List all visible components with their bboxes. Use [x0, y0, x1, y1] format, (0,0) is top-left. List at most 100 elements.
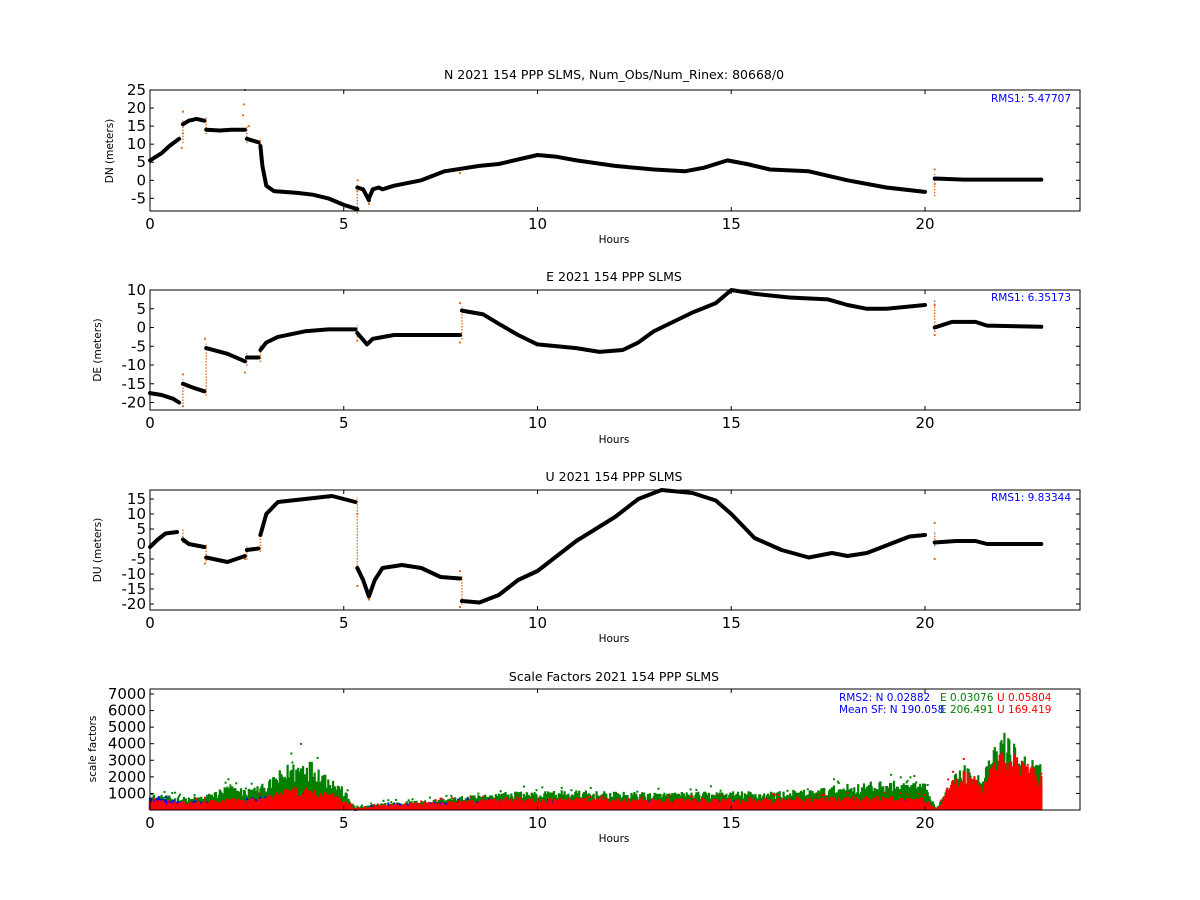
outlier-point: [181, 373, 184, 376]
sf-point: [171, 791, 174, 794]
sf-point: [157, 796, 160, 799]
y-tick-label: -10: [122, 356, 147, 374]
sf-point: [466, 797, 469, 800]
sf-point: [178, 795, 181, 798]
panel-north: N 2021 154 PPP SLMS, Num_Obs/Num_Rinex: …: [104, 67, 1081, 246]
plot-area-3: [148, 732, 1043, 811]
y-tick-label: 7000: [108, 685, 146, 703]
y-tick-label: 0: [136, 171, 146, 189]
position-track: [932, 539, 1044, 546]
sf-point: [636, 790, 639, 793]
sf-point: [522, 785, 525, 788]
outlier-point: [356, 339, 359, 342]
y-tick-label: -5: [131, 337, 146, 355]
sf-point: [250, 782, 253, 785]
x-tick-label: 10: [528, 814, 547, 832]
position-track: [204, 346, 247, 364]
sf-point: [164, 796, 167, 799]
sf-point: [913, 775, 916, 778]
sf-meansf-label: Mean SF: N 190.058: [839, 704, 944, 716]
outlier-point: [933, 522, 936, 524]
y-tick-label: 15: [127, 117, 146, 135]
sf-point: [823, 793, 826, 796]
sf-point: [668, 794, 671, 797]
y-tick-label: 10: [127, 505, 146, 523]
sf-point: [482, 795, 485, 798]
sf-point: [376, 803, 379, 806]
sf-point: [254, 798, 257, 801]
position-track: [180, 381, 207, 394]
panel-up: U 2021 154 PPP SLMS Hours DU (meters) RM…: [92, 469, 1081, 645]
sf-point: [846, 792, 849, 795]
x-tick-label: 20: [915, 614, 934, 632]
sf-point: [224, 781, 227, 784]
outlier-point: [459, 172, 461, 175]
x-tick-label: 15: [722, 614, 741, 632]
sf-point: [193, 794, 196, 797]
outlier-point: [243, 371, 246, 374]
position-track: [148, 391, 182, 405]
sf-point: [899, 792, 902, 795]
sf-point: [990, 765, 993, 768]
sf-point: [773, 793, 776, 796]
sf-point: [818, 794, 821, 797]
sf-point: [952, 770, 955, 773]
panel-up-ylabel: DU (meters): [92, 518, 104, 582]
panel-east-title: E 2021 154 PPP SLMS: [546, 269, 682, 284]
y-tick-label: 5: [136, 520, 146, 538]
sf-point: [300, 742, 303, 745]
sf-point: [195, 798, 198, 801]
position-track: [244, 546, 261, 552]
sf-point: [407, 799, 410, 802]
panel-scale-factors: Scale Factors 2021 154 PPP SLMS Hours sc…: [87, 669, 1081, 845]
sf-point: [244, 787, 247, 790]
panel-up-rms: RMS1: 9.83344: [991, 492, 1071, 504]
sf-point: [204, 796, 207, 799]
sf-point: [884, 791, 887, 794]
x-tick-label: 5: [339, 814, 349, 832]
position-track: [932, 176, 1044, 182]
y-tick-label: -20: [122, 394, 147, 412]
sf-meansf-e: E 206.491: [940, 704, 993, 716]
outlier-point: [243, 558, 246, 560]
outlier-point: [367, 598, 370, 601]
position-track: [148, 530, 180, 549]
sf-point: [915, 781, 918, 784]
x-tick-label: 20: [915, 414, 934, 432]
position-track: [258, 144, 360, 212]
y-tick-label: 10: [127, 281, 146, 299]
sf-point: [291, 761, 294, 764]
x-tick-label: 15: [722, 215, 741, 233]
sf-point: [356, 807, 359, 810]
sf-point: [150, 793, 153, 796]
sf-point: [701, 797, 704, 800]
sf-point: [370, 805, 373, 808]
axes-frame: [149, 688, 1081, 811]
plot-area-2: [148, 488, 1044, 608]
sf-point: [516, 796, 519, 799]
position-track: [204, 127, 247, 133]
y-tick-label: 25: [127, 81, 146, 99]
x-tick-label: 10: [528, 614, 547, 632]
sf-point: [450, 794, 453, 797]
position-track: [244, 136, 261, 145]
sf-point: [346, 789, 349, 792]
y-tick-label: -10: [122, 565, 147, 583]
sf-point: [600, 797, 603, 800]
y-tick-label: 15: [127, 490, 146, 508]
sf-point: [457, 798, 460, 801]
plot-area-0: [148, 89, 1044, 214]
outlier-point: [356, 179, 359, 182]
outlier-point: [459, 570, 461, 572]
sf-meansf-u: U 169.419: [997, 704, 1051, 716]
y-tick-label: -5: [131, 550, 146, 568]
sf-point: [695, 788, 698, 791]
sf-point: [382, 799, 385, 802]
y-tick-label: 4000: [108, 735, 146, 753]
y-tick-label: 5: [136, 153, 146, 171]
sf-point: [520, 797, 523, 800]
x-tick-label: 15: [722, 814, 741, 832]
sf-point: [926, 783, 929, 786]
sf-point: [445, 794, 448, 797]
